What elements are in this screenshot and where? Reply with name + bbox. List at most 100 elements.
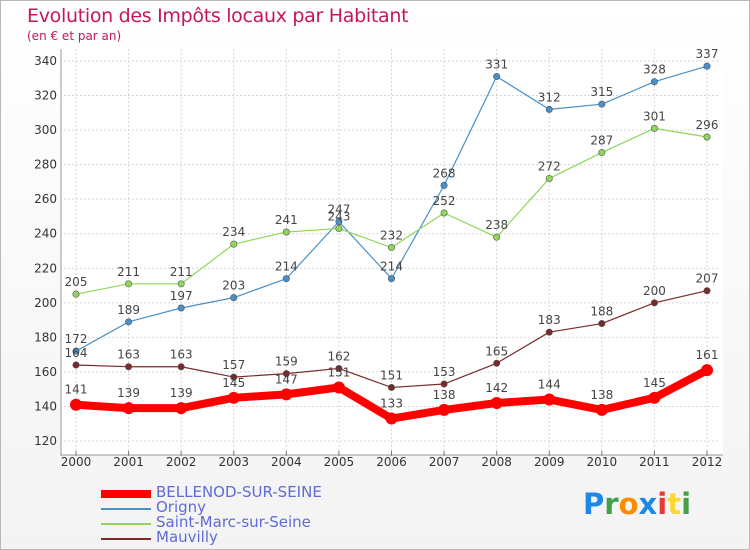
legend-swatch bbox=[101, 538, 151, 540]
data-label: 145 bbox=[222, 376, 245, 390]
data-point bbox=[438, 403, 451, 416]
data-point bbox=[227, 391, 240, 404]
data-label: 164 bbox=[65, 346, 88, 360]
logo-letter: x bbox=[638, 487, 658, 521]
data-label: 157 bbox=[222, 358, 245, 372]
data-label: 331 bbox=[485, 58, 508, 72]
data-point bbox=[387, 244, 395, 252]
data-label: 328 bbox=[643, 63, 666, 77]
data-point bbox=[385, 412, 398, 425]
legend-label: Origny bbox=[156, 498, 207, 516]
x-tick-label: 2010 bbox=[587, 455, 618, 469]
legend-label: Saint-Marc-sur-Seine bbox=[156, 513, 311, 531]
y-tick-label: 260 bbox=[34, 192, 57, 206]
data-label: 197 bbox=[170, 289, 193, 303]
data-point bbox=[387, 275, 395, 283]
x-tick-label: 2005 bbox=[324, 455, 355, 469]
data-point bbox=[332, 381, 345, 394]
data-label: 234 bbox=[222, 225, 245, 239]
legend-label: BELLENOD-SUR-SEINE bbox=[156, 483, 322, 501]
data-point bbox=[440, 181, 448, 189]
data-label: 144 bbox=[538, 378, 561, 392]
x-tick-label: 2009 bbox=[534, 455, 565, 469]
data-label: 200 bbox=[643, 284, 666, 298]
y-tick-label: 220 bbox=[34, 261, 57, 275]
data-label: 133 bbox=[380, 397, 403, 411]
data-labels: 172 189 197 203 214 247 214 268 331 312 315 328 337 2… bbox=[65, 47, 719, 410]
data-point bbox=[125, 318, 133, 326]
x-tick-label: 2007 bbox=[429, 455, 460, 469]
data-point bbox=[280, 388, 293, 401]
data-label: 151 bbox=[380, 368, 403, 382]
data-point bbox=[125, 280, 133, 288]
data-point bbox=[703, 133, 711, 141]
data-label: 241 bbox=[275, 213, 298, 227]
axes: 120 140 160 180 200 220 240 260 280 300 320 340 2000… bbox=[34, 49, 723, 469]
data-label: 183 bbox=[538, 313, 561, 327]
y-tick-label: 120 bbox=[34, 434, 57, 448]
chart-title: Evolution des Impôts locaux par Habitant bbox=[27, 5, 409, 27]
data-label: 165 bbox=[485, 344, 508, 358]
data-label: 203 bbox=[222, 279, 245, 293]
x-tick-label: 2011 bbox=[639, 455, 670, 469]
data-label: 238 bbox=[485, 218, 508, 232]
data-label: 162 bbox=[327, 349, 350, 363]
data-label: 301 bbox=[643, 109, 666, 123]
data-label: 315 bbox=[590, 85, 613, 99]
data-label: 161 bbox=[696, 348, 719, 362]
y-tick-label: 200 bbox=[34, 296, 57, 310]
logo-letter: i bbox=[657, 487, 668, 521]
data-label: 153 bbox=[433, 365, 456, 379]
data-point bbox=[545, 105, 553, 113]
data-label: 296 bbox=[696, 118, 719, 132]
data-point bbox=[335, 218, 343, 226]
y-tick-label: 280 bbox=[34, 158, 57, 172]
data-point bbox=[543, 393, 556, 406]
data-label: 188 bbox=[590, 305, 613, 319]
data-label: 205 bbox=[65, 275, 88, 289]
data-point bbox=[230, 240, 238, 248]
data-point bbox=[440, 380, 448, 388]
y-tick-label: 160 bbox=[34, 365, 57, 379]
data-label: 139 bbox=[170, 386, 193, 400]
data-label: 163 bbox=[170, 348, 193, 362]
data-label: 272 bbox=[538, 159, 561, 173]
data-point bbox=[650, 124, 658, 132]
data-label: 232 bbox=[380, 229, 403, 243]
logo-letter: o bbox=[618, 487, 639, 521]
data-label: 145 bbox=[643, 376, 666, 390]
y-tick-label: 140 bbox=[34, 399, 57, 413]
logo-letter: P bbox=[583, 487, 605, 521]
data-label: 159 bbox=[275, 355, 298, 369]
data-label: 243 bbox=[327, 210, 350, 224]
legend-swatch bbox=[101, 523, 151, 525]
data-point bbox=[72, 347, 80, 355]
data-label: 138 bbox=[433, 388, 456, 402]
y-tick-label: 320 bbox=[34, 89, 57, 103]
data-label: 172 bbox=[65, 332, 88, 346]
data-point bbox=[545, 328, 553, 336]
y-tick-label: 300 bbox=[34, 123, 57, 137]
data-point bbox=[598, 149, 606, 157]
data-point bbox=[545, 174, 553, 182]
x-tick-label: 2004 bbox=[271, 455, 302, 469]
logo-letter: i bbox=[681, 487, 692, 521]
data-point bbox=[648, 391, 661, 404]
data-point bbox=[72, 290, 80, 298]
x-tick-label: 2000 bbox=[61, 455, 92, 469]
x-tick-label: 2003 bbox=[218, 455, 249, 469]
data-label: 247 bbox=[327, 203, 350, 217]
data-point bbox=[175, 402, 188, 415]
data-point bbox=[490, 397, 503, 409]
proxiti-logo: Proxiti bbox=[583, 487, 691, 521]
data-point bbox=[282, 228, 290, 236]
data-label: 268 bbox=[433, 166, 456, 180]
x-tick-label: 2008 bbox=[481, 455, 512, 469]
data-label: 211 bbox=[170, 265, 193, 279]
data-point bbox=[177, 304, 185, 312]
data-label: 207 bbox=[696, 272, 719, 286]
y-tick-label: 240 bbox=[34, 227, 57, 241]
data-point bbox=[72, 361, 80, 369]
data-point bbox=[703, 62, 711, 70]
